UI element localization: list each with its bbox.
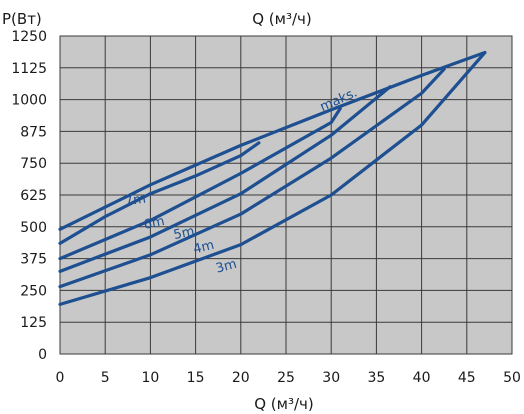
y-tick-label: 375 — [20, 252, 47, 268]
x-tick-label: 40 — [413, 370, 431, 386]
y-tick-label: 500 — [20, 220, 47, 236]
curve-label-4m: 4m — [192, 238, 216, 258]
y-axis-title: P(Вт) — [2, 10, 42, 28]
x-tick-label: 0 — [56, 370, 65, 386]
curve-label-3m: 3m — [214, 257, 238, 277]
x-tick-label: 10 — [141, 370, 159, 386]
x-tick-label: 50 — [503, 370, 521, 386]
y-tick-label: 1250 — [11, 29, 47, 45]
y-tick-label: 750 — [20, 156, 47, 172]
x-tick-label: 20 — [232, 370, 250, 386]
curve-7m — [58, 141, 261, 245]
curve-label-6m: 6m — [142, 214, 166, 233]
y-tick-label: 250 — [20, 283, 47, 299]
curve-maks — [58, 50, 487, 231]
y-tick-label: 1125 — [11, 61, 47, 77]
y-tick-label: 625 — [20, 188, 47, 204]
y-tick-labels: 0 125 250 375 500 625 750 875 1000 1125 1250 — [11, 29, 47, 363]
x-tick-label: 45 — [458, 370, 476, 386]
x-tick-label: 15 — [187, 370, 205, 386]
x-tick-labels: 0 5 10 15 20 25 30 35 40 45 50 — [56, 370, 521, 386]
x-tick-label: 30 — [322, 370, 340, 386]
curves — [58, 50, 487, 306]
x-tick-label: 35 — [367, 370, 385, 386]
curve-6m — [58, 106, 342, 261]
curve-3m — [58, 50, 487, 306]
y-tick-label: 0 — [38, 347, 47, 363]
y-tick-label: 1000 — [11, 93, 47, 109]
curve-label-5m: 5m — [172, 224, 196, 243]
y-tick-label: 125 — [20, 315, 47, 331]
chart-top-title: Q (м³/ч) — [252, 10, 312, 28]
curve-4m — [58, 67, 446, 289]
curve-5m — [58, 85, 392, 273]
y-tick-label: 875 — [20, 124, 47, 140]
x-axis-title: Q (м³/ч) — [254, 395, 314, 413]
x-tick-label: 5 — [101, 370, 110, 386]
curve-label-7m: 7m — [124, 192, 147, 210]
x-tick-label: 25 — [277, 370, 295, 386]
